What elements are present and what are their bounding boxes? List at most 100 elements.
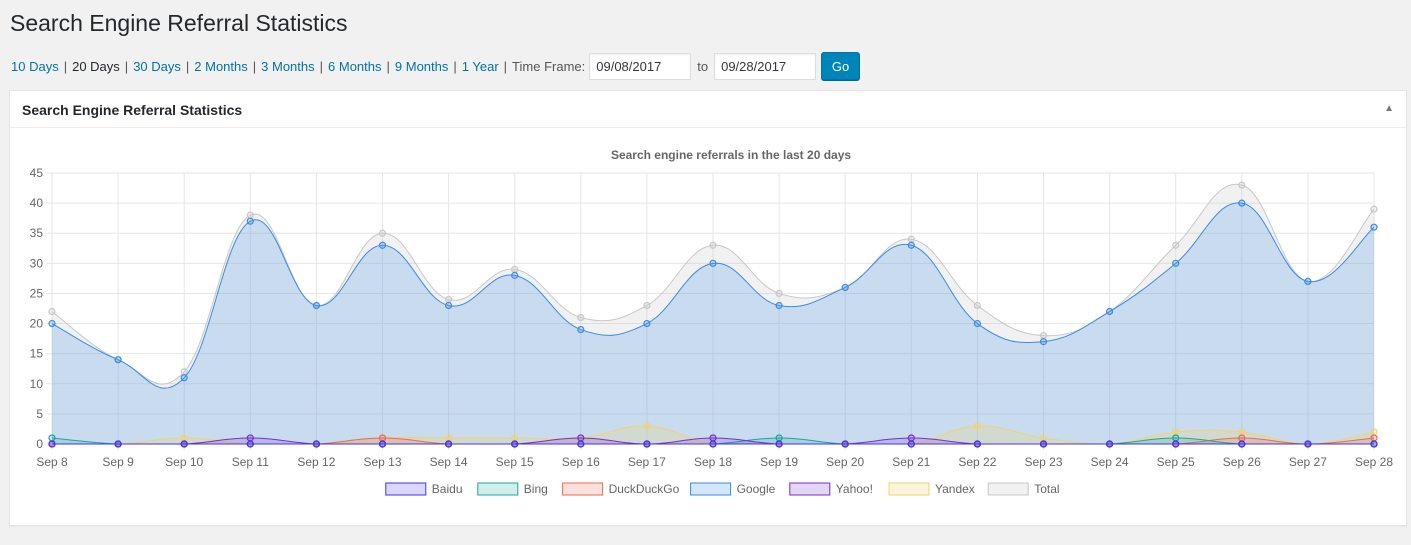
legend-swatch-bing [477, 482, 519, 496]
data-point-baidu [577, 440, 585, 448]
data-point-baidu [1238, 440, 1246, 448]
x-tick-label: Sep 13 [363, 455, 401, 469]
x-tick-label: Sep 14 [430, 455, 468, 469]
y-tick-label: 0 [36, 437, 43, 451]
data-point-baidu [1105, 440, 1114, 448]
separator: | [124, 58, 129, 74]
data-point-baidu [1304, 440, 1312, 448]
range-30-days[interactable]: 30 Days [133, 58, 181, 74]
data-point-yandex [643, 422, 651, 430]
legend-swatch-baidu [385, 482, 427, 496]
triangle-up-icon[interactable]: ▲ [1384, 103, 1394, 114]
data-point-total [1172, 241, 1180, 249]
data-point-bing [48, 434, 56, 442]
legend-label-total: Total [1034, 482, 1059, 496]
data-point-baidu [907, 440, 915, 448]
data-point-yandex [1039, 434, 1048, 442]
x-tick-label: Sep 15 [496, 455, 534, 469]
time-frame-label: Time Frame: [512, 58, 586, 74]
data-point-yandex [1172, 428, 1180, 436]
data-point-total [180, 368, 188, 376]
x-tick-label: Sep 23 [1024, 455, 1062, 469]
y-tick-label: 30 [30, 256, 44, 270]
to-date-input[interactable] [714, 52, 817, 80]
x-tick-label: Sep 8 [36, 455, 68, 469]
x-tick-label: Sep 25 [1157, 455, 1195, 469]
from-date-input[interactable] [589, 52, 692, 80]
data-point-google [114, 356, 122, 364]
legend-swatch-total [987, 482, 1029, 496]
legend-swatch-google [690, 482, 732, 496]
data-point-total [378, 229, 387, 237]
data-point-total [775, 289, 783, 298]
range-2-months[interactable]: 2 Months [194, 58, 248, 74]
legend-label-yahoo: Yahoo! [836, 482, 873, 496]
data-point-baidu [511, 440, 519, 448]
data-point-baidu [1172, 440, 1180, 448]
data-point-total [48, 307, 56, 316]
range-10-days[interactable]: 10 Days [11, 58, 59, 74]
separator: | [185, 58, 190, 74]
data-point-google [312, 301, 320, 310]
data-point-total [1370, 205, 1378, 213]
data-point-baidu [180, 440, 188, 448]
data-point-yahoo [907, 434, 915, 442]
separator: | [386, 58, 390, 74]
data-point-bing [775, 434, 783, 442]
range-20-days-current: 20 Days [72, 58, 120, 74]
x-tick-label: Sep 11 [232, 455, 269, 469]
x-tick-label: Sep 12 [297, 455, 335, 469]
go-button[interactable]: Go [821, 52, 861, 80]
data-point-google [1039, 338, 1048, 346]
legend-label-duckduckgo: DuckDuckGo [609, 482, 680, 496]
data-point-google [775, 301, 783, 310]
y-tick-label: 25 [30, 286, 44, 300]
range-6-months[interactable]: 6 Months [328, 58, 382, 74]
data-point-baidu [312, 440, 320, 448]
data-point-google [1105, 307, 1114, 316]
data-point-baidu [973, 440, 982, 448]
range-3-months[interactable]: 3 Months [261, 58, 315, 74]
data-point-google [973, 319, 982, 328]
data-point-baidu [643, 440, 651, 448]
legend-label-baidu: Baidu [432, 482, 463, 496]
series-area-total [52, 184, 1374, 444]
x-tick-label: Sep 22 [958, 455, 996, 469]
data-point-total [246, 211, 254, 219]
data-point-yahoo [246, 434, 254, 442]
date-range-filters: 10 Days | 20 Days | 30 Days | 2 Months | 3 M… [11, 52, 861, 80]
series-line-total [51, 183, 1375, 385]
data-point-yahoo [577, 434, 585, 442]
y-tick-label: 40 [30, 196, 44, 210]
y-tick-label: 20 [30, 317, 44, 331]
legend-label-yandex: Yandex [935, 482, 975, 496]
y-tick-label: 15 [30, 347, 44, 361]
x-tick-label: Sep 24 [1091, 455, 1129, 469]
range-9-months[interactable]: 9 Months [394, 58, 449, 74]
legend-swatch-yandex [888, 482, 930, 496]
data-point-total [577, 313, 585, 322]
data-point-google [577, 325, 585, 334]
series-area-yandex [52, 425, 1374, 444]
data-point-google [180, 374, 188, 382]
x-tick-label: Sep 10 [165, 455, 203, 469]
x-tick-label: Sep 19 [760, 455, 798, 469]
data-point-baidu [1039, 440, 1048, 448]
data-point-baidu [775, 440, 783, 448]
x-tick-label: Sep 17 [628, 455, 666, 469]
range-1-year[interactable]: 1 Year [461, 58, 499, 74]
y-tick-label: 45 [30, 166, 44, 180]
data-point-yandex [511, 434, 519, 442]
data-point-google [48, 319, 56, 328]
legend-label-bing: Bing [524, 482, 548, 496]
data-point-total [511, 265, 519, 273]
x-tick-label: Sep 18 [694, 455, 732, 469]
data-point-baidu [114, 440, 122, 448]
referral-stats-panel: Search Engine Referral Statistics ▲ Sear… [9, 90, 1407, 526]
to-label: to [697, 58, 709, 74]
data-point-baidu [841, 440, 849, 448]
data-point-baidu [709, 440, 717, 448]
data-point-google [445, 301, 453, 310]
data-point-total [709, 241, 717, 249]
y-tick-label: 5 [36, 407, 43, 421]
